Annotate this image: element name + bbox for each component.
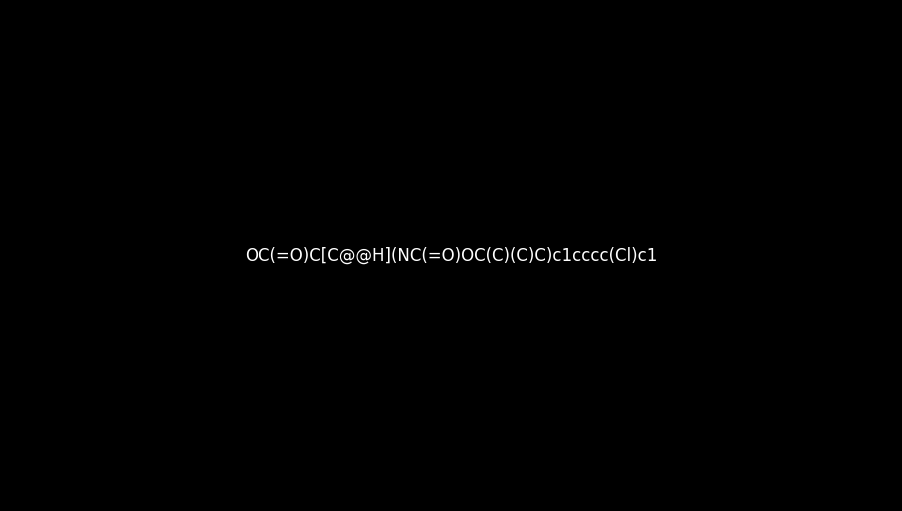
- Text: OC(=O)C[C@@H](NC(=O)OC(C)(C)C)c1cccc(Cl)c1: OC(=O)C[C@@H](NC(=O)OC(C)(C)C)c1cccc(Cl)…: [244, 246, 658, 265]
